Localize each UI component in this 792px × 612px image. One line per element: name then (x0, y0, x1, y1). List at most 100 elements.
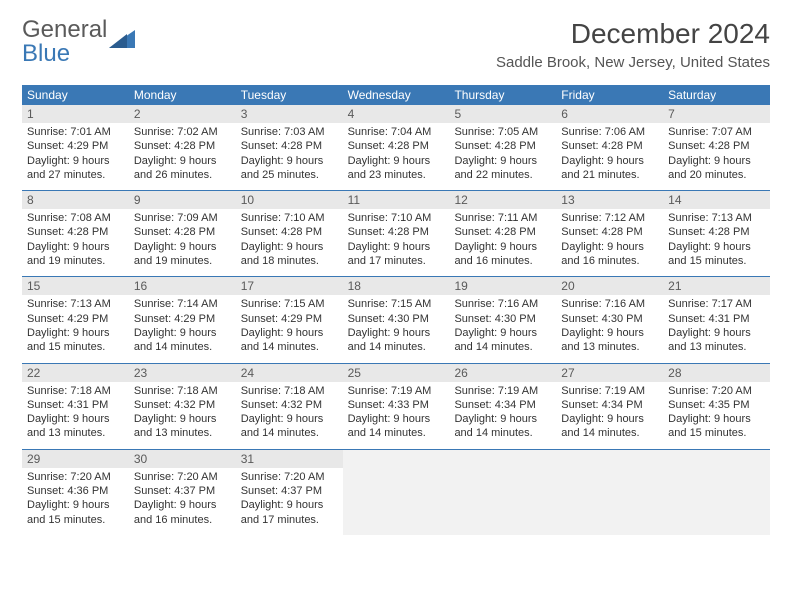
day-detail: Sunrise: 7:10 AMSunset: 4:28 PMDaylight:… (236, 209, 343, 276)
day-number: 9 (129, 191, 236, 209)
day-detail: Sunrise: 7:20 AMSunset: 4:36 PMDaylight:… (22, 468, 129, 535)
day-number: 21 (663, 277, 770, 295)
day-line: Sunrise: 7:20 AM (27, 470, 124, 484)
day-line: and 15 minutes. (27, 513, 124, 527)
dow-cell: Monday (129, 85, 236, 105)
day-line: and 14 minutes. (134, 340, 231, 354)
day-line: Sunset: 4:28 PM (134, 225, 231, 239)
day-detail: Sunrise: 7:10 AMSunset: 4:28 PMDaylight:… (343, 209, 450, 276)
day-line: Daylight: 9 hours (454, 240, 551, 254)
day-detail: Sunrise: 7:19 AMSunset: 4:33 PMDaylight:… (343, 382, 450, 449)
day-line: Daylight: 9 hours (454, 154, 551, 168)
day-detail: Sunrise: 7:13 AMSunset: 4:29 PMDaylight:… (22, 295, 129, 362)
day-line: Sunrise: 7:18 AM (27, 384, 124, 398)
day-line: Daylight: 9 hours (668, 154, 765, 168)
day-number-row: 891011121314 (22, 191, 770, 209)
day-detail (663, 468, 770, 535)
day-body-row: Sunrise: 7:18 AMSunset: 4:31 PMDaylight:… (22, 382, 770, 449)
day-number: 1 (22, 105, 129, 123)
day-line: Sunset: 4:28 PM (241, 225, 338, 239)
day-line: Sunrise: 7:18 AM (241, 384, 338, 398)
day-detail: Sunrise: 7:02 AMSunset: 4:28 PMDaylight:… (129, 123, 236, 190)
day-detail (449, 468, 556, 535)
day-detail: Sunrise: 7:20 AMSunset: 4:35 PMDaylight:… (663, 382, 770, 449)
day-line: Sunrise: 7:13 AM (668, 211, 765, 225)
day-line: and 19 minutes. (134, 254, 231, 268)
day-line: Daylight: 9 hours (561, 412, 658, 426)
day-number: 5 (449, 105, 556, 123)
day-number: 22 (22, 364, 129, 382)
day-number: 4 (343, 105, 450, 123)
dow-cell: Saturday (663, 85, 770, 105)
day-line: and 15 minutes. (668, 254, 765, 268)
day-number: 23 (129, 364, 236, 382)
day-line: and 27 minutes. (27, 168, 124, 182)
day-number: 26 (449, 364, 556, 382)
day-line: Daylight: 9 hours (27, 240, 124, 254)
day-line: Sunrise: 7:19 AM (348, 384, 445, 398)
day-detail: Sunrise: 7:16 AMSunset: 4:30 PMDaylight:… (449, 295, 556, 362)
logo-triangle-icon (109, 26, 135, 48)
day-line: Sunrise: 7:16 AM (561, 297, 658, 311)
day-line: Daylight: 9 hours (134, 154, 231, 168)
day-line: Sunrise: 7:18 AM (134, 384, 231, 398)
day-line: Daylight: 9 hours (668, 412, 765, 426)
day-line: Sunrise: 7:10 AM (241, 211, 338, 225)
day-number (556, 450, 663, 468)
day-number: 24 (236, 364, 343, 382)
day-body-row: Sunrise: 7:01 AMSunset: 4:29 PM Daylight:… (22, 123, 770, 190)
day-detail: Sunrise: 7:16 AMSunset: 4:30 PMDaylight:… (556, 295, 663, 362)
day-line: Daylight: 9 hours (134, 326, 231, 340)
logo-line2: Blue (22, 42, 107, 66)
day-number: 2 (129, 105, 236, 123)
day-line: Daylight: 9 hours (134, 240, 231, 254)
day-line: Sunrise: 7:16 AM (454, 297, 551, 311)
day-number: 7 (663, 105, 770, 123)
day-line: Daylight: 9 hours (134, 498, 231, 512)
month-title: December 2024 (496, 18, 770, 50)
day-detail: Sunrise: 7:12 AMSunset: 4:28 PMDaylight:… (556, 209, 663, 276)
day-line: and 21 minutes. (561, 168, 658, 182)
day-number: 27 (556, 364, 663, 382)
day-line: Daylight: 9 hours (27, 412, 124, 426)
day-detail: Sunrise: 7:20 AMSunset: 4:37 PMDaylight:… (236, 468, 343, 535)
day-line: Sunset: 4:29 PM (27, 139, 124, 153)
day-line: Sunset: 4:34 PM (561, 398, 658, 412)
day-line: Sunset: 4:29 PM (134, 312, 231, 326)
day-line: Sunset: 4:30 PM (454, 312, 551, 326)
day-line: Sunset: 4:36 PM (27, 484, 124, 498)
weeks-container: 1234567Sunrise: 7:01 AMSunset: 4:29 PMDa… (22, 105, 770, 535)
logo-text: General Blue (22, 18, 107, 66)
day-line: and 19 minutes. (27, 254, 124, 268)
day-number: 18 (343, 277, 450, 295)
day-number: 14 (663, 191, 770, 209)
header: General Blue December 2024 Saddle Brook,… (0, 0, 792, 75)
day-line: and 13 minutes. (561, 340, 658, 354)
day-number-row: 293031 (22, 450, 770, 468)
day-number: 29 (22, 450, 129, 468)
day-line: Sunset: 4:30 PM (561, 312, 658, 326)
day-line: and 17 minutes. (348, 254, 445, 268)
day-number: 19 (449, 277, 556, 295)
day-line: Sunset: 4:28 PM (348, 225, 445, 239)
day-line: Sunrise: 7:15 AM (348, 297, 445, 311)
logo-line1: General (22, 18, 107, 42)
day-line: Sunset: 4:37 PM (134, 484, 231, 498)
day-line: Daylight: 9 hours (27, 326, 124, 340)
day-line: and 14 minutes. (241, 340, 338, 354)
day-line: Sunset: 4:32 PM (241, 398, 338, 412)
day-line: Sunset: 4:29 PM (241, 312, 338, 326)
calendar: SundayMondayTuesdayWednesdayThursdayFrid… (22, 85, 770, 535)
day-line: Sunrise: 7:06 AM (561, 125, 658, 139)
day-line: Sunrise: 7:20 AM (134, 470, 231, 484)
week-block: 293031 Sunrise: 7:20 AMSunset: 4:36 PMDa… (22, 449, 770, 535)
day-line: Sunset: 4:28 PM (561, 225, 658, 239)
day-detail: Sunrise: 7:08 AMSunset: 4:28 PMDaylight:… (22, 209, 129, 276)
day-line: Sunrise: 7:01 AM (27, 125, 124, 139)
day-line: Sunset: 4:30 PM (348, 312, 445, 326)
day-line: Sunrise: 7:19 AM (454, 384, 551, 398)
day-line: Sunrise: 7:04 AM (348, 125, 445, 139)
day-detail: Sunrise: 7:01 AMSunset: 4:29 PMDaylight:… (22, 123, 129, 190)
day-number: 10 (236, 191, 343, 209)
day-line: and 17 minutes. (241, 513, 338, 527)
